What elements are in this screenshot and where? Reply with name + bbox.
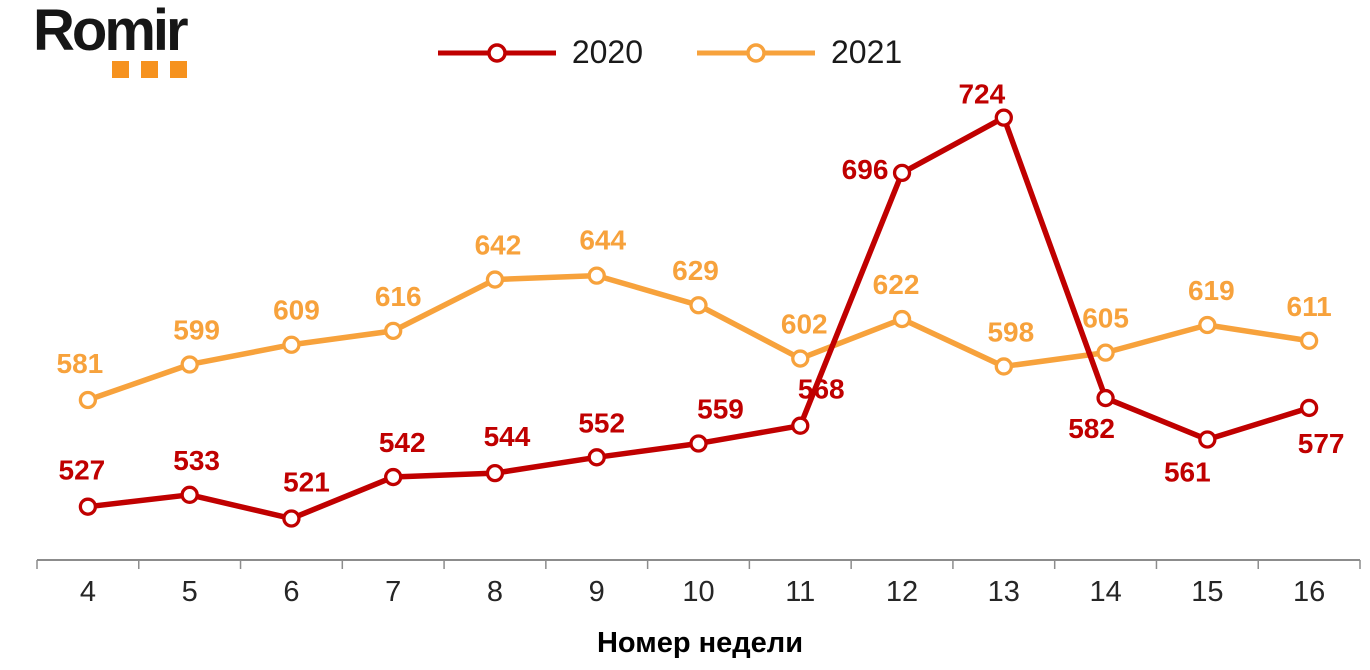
x-tick-label-14: 14 bbox=[1089, 576, 1121, 608]
marker-2021-w13 bbox=[994, 357, 1013, 376]
data-label-2021-w16: 611 bbox=[1287, 291, 1332, 322]
data-label-2020-w5: 533 bbox=[173, 445, 220, 476]
legend-item-2020: 2020 bbox=[436, 34, 643, 71]
data-label-2020-w10: 559 bbox=[697, 393, 744, 424]
legend-label-2021: 2021 bbox=[831, 34, 903, 70]
marker-2021-w6 bbox=[282, 335, 301, 354]
data-label-2021-w15: 619 bbox=[1188, 275, 1235, 306]
marker-2021-w9 bbox=[587, 266, 606, 285]
romir-logo-dots bbox=[112, 61, 187, 78]
data-label-2021-w11: 602 bbox=[781, 309, 828, 340]
data-label-2020-w11: 568 bbox=[798, 374, 845, 405]
legend-swatch-2020 bbox=[437, 42, 556, 63]
x-tick-label-10: 10 bbox=[682, 576, 714, 608]
marker-2020-w8 bbox=[485, 463, 505, 483]
data-label-2021-w9: 644 bbox=[579, 225, 626, 256]
x-axis-title: Номер недели bbox=[597, 627, 803, 659]
marker-2021-w16 bbox=[1299, 331, 1319, 350]
data-label-2021-w4: 581 bbox=[57, 348, 104, 379]
legend-item-2021: 2021 bbox=[695, 34, 902, 71]
x-tick-label-13: 13 bbox=[988, 576, 1020, 608]
x-tick-label-8: 8 bbox=[487, 576, 503, 608]
marker-2021-w12 bbox=[892, 309, 912, 329]
data-label-2020-w12: 696 bbox=[842, 154, 889, 185]
x-tick-label-16: 16 bbox=[1293, 576, 1325, 608]
marker-2021-w11 bbox=[791, 349, 810, 368]
marker-2020-w12 bbox=[892, 163, 912, 183]
data-label-2020-w4: 527 bbox=[59, 455, 106, 486]
marker-2020-w11 bbox=[791, 416, 810, 435]
data-label-2021-w6: 609 bbox=[273, 295, 320, 326]
x-tick-label-9: 9 bbox=[589, 576, 605, 608]
marker-2020-w9 bbox=[587, 448, 606, 467]
data-label-2020-w9: 552 bbox=[578, 407, 625, 438]
x-tick-label-4: 4 bbox=[80, 576, 96, 608]
marker-2020-w4 bbox=[78, 497, 98, 516]
data-label-2021-w5: 599 bbox=[173, 314, 220, 345]
x-tick-label-6: 6 bbox=[283, 576, 299, 608]
legend-swatch-2021 bbox=[697, 42, 815, 63]
data-label-2020-w16: 577 bbox=[1298, 428, 1345, 459]
logo-orange-square bbox=[112, 61, 129, 78]
marker-2020-w15 bbox=[1198, 430, 1217, 449]
data-label-2020-w15: 561 bbox=[1164, 457, 1211, 488]
data-label-2020-w7: 542 bbox=[379, 427, 426, 458]
series-line-2021 bbox=[85, 272, 1312, 403]
logo-orange-square bbox=[141, 61, 158, 78]
data-label-2020-w6: 521 bbox=[283, 467, 330, 498]
marker-2021-w8 bbox=[485, 270, 505, 289]
marker-2021-w5 bbox=[180, 355, 199, 374]
marker-2020-w13 bbox=[994, 108, 1013, 127]
x-tick-label-15: 15 bbox=[1191, 576, 1223, 608]
marker-2021-w15 bbox=[1198, 315, 1217, 335]
x-tick-label-11: 11 bbox=[785, 576, 815, 608]
x-tick-label-5: 5 bbox=[182, 576, 198, 608]
legend-label-2020: 2020 bbox=[571, 34, 643, 70]
marker-2021-w4 bbox=[78, 390, 98, 410]
marker-2021-w7 bbox=[384, 321, 403, 341]
data-label-2021-w14: 605 bbox=[1082, 303, 1129, 334]
marker-2020-w10 bbox=[689, 434, 708, 453]
data-label-2020-w14: 582 bbox=[1068, 413, 1115, 444]
marker-2020-w7 bbox=[384, 467, 403, 487]
data-label-2020-w13: 724 bbox=[958, 79, 1005, 110]
marker-2020-w6 bbox=[282, 509, 301, 528]
data-label-2021-w12: 622 bbox=[873, 269, 920, 300]
x-tick-label-12: 12 bbox=[886, 576, 918, 608]
marker-2020-w16 bbox=[1299, 398, 1319, 418]
marker-2021-w14 bbox=[1096, 343, 1115, 362]
marker-2020-w14 bbox=[1096, 388, 1115, 408]
data-label-2021-w8: 642 bbox=[475, 230, 522, 261]
chart-legend: 2020 2021 bbox=[0, 34, 1354, 71]
romir-logo-text: Romir bbox=[33, 0, 189, 63]
romir-logo: Romir bbox=[33, 2, 263, 87]
data-label-2021-w10: 629 bbox=[672, 255, 719, 286]
data-label-2020-w8: 544 bbox=[484, 421, 531, 452]
marker-2020-w5 bbox=[180, 485, 199, 504]
data-label-2021-w13: 598 bbox=[987, 316, 1034, 347]
x-tick-label-7: 7 bbox=[385, 576, 401, 608]
logo-orange-square bbox=[170, 61, 187, 78]
data-label-2021-w7: 616 bbox=[375, 281, 422, 312]
marker-2021-w10 bbox=[689, 296, 708, 315]
